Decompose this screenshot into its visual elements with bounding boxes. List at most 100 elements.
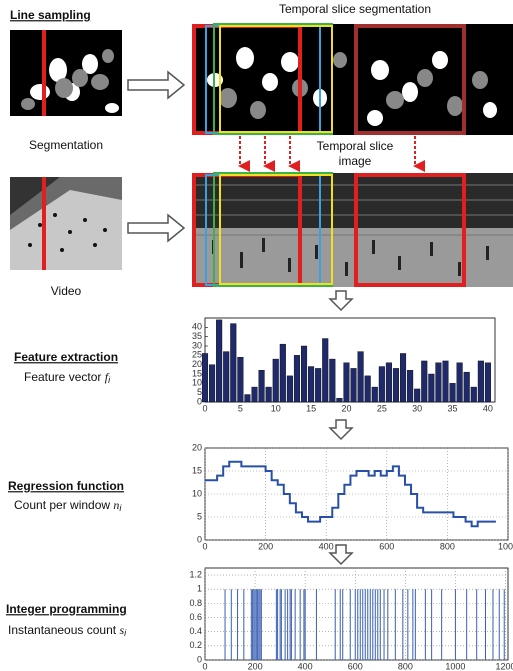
y-tick-label: 0.4: [189, 626, 202, 636]
subscript: i: [124, 628, 127, 638]
arrow: [127, 213, 186, 243]
label: Feature vector fi: [24, 370, 111, 386]
symbol: f: [105, 370, 110, 384]
label: Feature extraction: [14, 350, 118, 364]
label: Line sampling: [10, 8, 91, 22]
x-tick-label: 10: [271, 403, 281, 413]
x-tick-label: 800: [440, 541, 455, 551]
bar: [230, 323, 237, 403]
symbol: n: [113, 498, 119, 512]
video-frame: [10, 177, 122, 270]
bar: [216, 319, 223, 403]
bar: [364, 375, 371, 403]
y-tick-label: 30: [192, 340, 202, 350]
x-tick-label: 40: [483, 403, 493, 413]
label: Temporal slice segmentation: [279, 2, 431, 16]
x-tick-label: 30: [412, 403, 422, 413]
bar: [484, 362, 491, 403]
y-tick-label: 10: [192, 378, 202, 388]
symbol: s: [119, 623, 124, 637]
x-tick-label: 400: [319, 541, 334, 551]
y-tick-label: 15: [192, 368, 202, 378]
label: Feature vector: [24, 370, 101, 384]
bar: [350, 368, 357, 403]
x-tick-label: 25: [377, 403, 387, 413]
bar: [244, 394, 251, 403]
bar: [223, 351, 230, 403]
x-tick-label: 800: [398, 661, 413, 671]
label: Integer programming: [6, 602, 127, 616]
y-tick-label: 40: [192, 322, 202, 332]
y-tick-label: 20: [192, 359, 202, 369]
bar: [293, 355, 300, 403]
label: Instantaneous count si: [8, 623, 127, 639]
bar: [308, 366, 315, 403]
x-tick-label: 200: [248, 661, 263, 671]
y-tick-label: 5: [197, 511, 202, 521]
bar: [336, 398, 343, 403]
x-tick-label: 0: [202, 403, 207, 413]
y-tick-label: 20: [192, 442, 202, 452]
bar: [477, 360, 484, 403]
x-tick-label: 35: [448, 403, 458, 413]
slice-segmentation: [192, 23, 513, 135]
x-tick-label: 5: [238, 403, 243, 413]
y-tick-label: 0.2: [189, 640, 202, 650]
x-tick-label: 0: [202, 541, 207, 551]
bar: [272, 358, 279, 403]
bar: [435, 362, 442, 403]
y-tick-label: 0: [197, 396, 202, 406]
bar: [251, 386, 258, 403]
x-tick-label: 0: [202, 661, 207, 671]
slice-image: [192, 172, 513, 287]
x-tick-label: 200: [258, 541, 273, 551]
bar: [400, 353, 407, 403]
bar: [414, 388, 421, 403]
bar: [407, 370, 414, 403]
bar: [279, 343, 286, 403]
bar: [258, 370, 265, 403]
x-tick-label: 600: [348, 661, 363, 671]
y-tick-label: 10: [192, 488, 202, 498]
line: [205, 460, 496, 528]
label: image: [339, 154, 372, 168]
x-tick-label: 600: [379, 541, 394, 551]
bar: [300, 345, 308, 403]
bar: [357, 351, 364, 403]
bar: [286, 375, 293, 403]
plot-area: [204, 567, 509, 661]
segmentation-image: [10, 30, 122, 116]
y-tick-label: 5: [197, 387, 202, 397]
x-tick-label: 20: [341, 403, 351, 413]
y-tick-label: 1.2: [189, 569, 202, 579]
bar: [371, 386, 378, 403]
bar: [421, 360, 428, 403]
y-tick-label: 25: [192, 350, 202, 360]
y-tick-label: 0.8: [189, 598, 202, 608]
subscript: i: [119, 503, 122, 513]
x-tick-label: 1200: [495, 661, 513, 671]
bar: [315, 368, 322, 403]
x-tick-label: 400: [298, 661, 313, 671]
label: Count per window: [14, 498, 110, 512]
x-tick-label: 1000: [445, 661, 465, 671]
label: Regression function: [8, 479, 124, 493]
label: Video: [51, 284, 82, 298]
label: Instantaneous count: [8, 623, 117, 637]
bar: [442, 360, 449, 403]
bar: [463, 371, 470, 403]
arrow: [328, 290, 354, 566]
bar: [449, 383, 456, 403]
y-tick-label: 15: [192, 465, 202, 475]
bar: [209, 364, 216, 403]
label: Temporal slice: [317, 139, 394, 153]
subscript: i: [108, 375, 111, 385]
y-tick-label: 35: [192, 331, 202, 341]
bar: [329, 358, 336, 403]
bar: [470, 386, 477, 403]
bar: [456, 362, 463, 403]
bar: [237, 357, 244, 403]
x-tick-label: 1000: [498, 541, 513, 551]
bar: [322, 338, 329, 403]
